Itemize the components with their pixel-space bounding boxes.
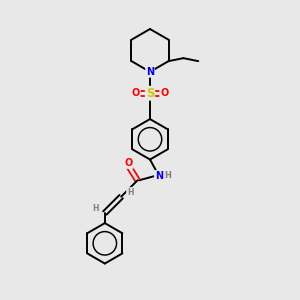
Text: N: N xyxy=(155,171,163,181)
Text: O: O xyxy=(160,88,168,98)
Text: H: H xyxy=(93,204,99,213)
Text: N: N xyxy=(146,67,154,77)
Text: H: H xyxy=(164,171,171,180)
Text: O: O xyxy=(124,158,133,168)
Text: H: H xyxy=(127,188,133,197)
Text: O: O xyxy=(132,88,140,98)
Text: S: S xyxy=(146,87,154,100)
